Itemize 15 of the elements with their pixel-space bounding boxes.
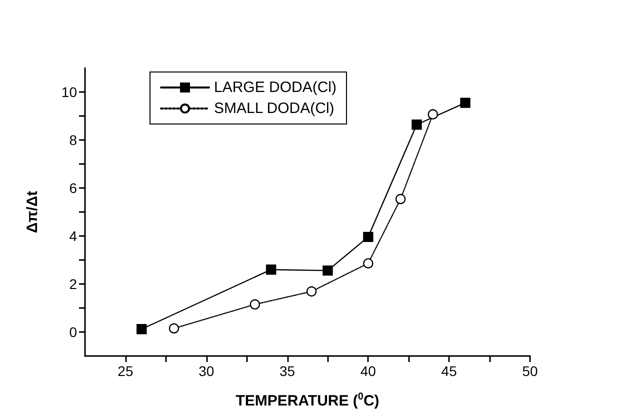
y-tick-label: 0 <box>69 324 78 340</box>
y-tick-label: 6 <box>69 180 78 196</box>
x-tick-label: 30 <box>198 363 214 379</box>
x-tick-label: 35 <box>279 363 296 379</box>
legend-label: LARGE DODA(Cl) <box>214 79 337 96</box>
y-axis-title: Δπ/Δt <box>24 190 41 234</box>
x-tick-label: 45 <box>441 363 458 379</box>
x-tick-label: 50 <box>522 363 538 379</box>
y-tick-label: 8 <box>69 132 78 148</box>
y-tick-label: 4 <box>69 228 78 244</box>
x-tick-label: 25 <box>118 363 134 379</box>
y-tick-label: 2 <box>69 276 78 292</box>
y-tick-label: 10 <box>61 84 78 100</box>
x-tick-label: 40 <box>360 363 376 379</box>
legend-label: SMALL DODA(Cl) <box>214 100 334 117</box>
